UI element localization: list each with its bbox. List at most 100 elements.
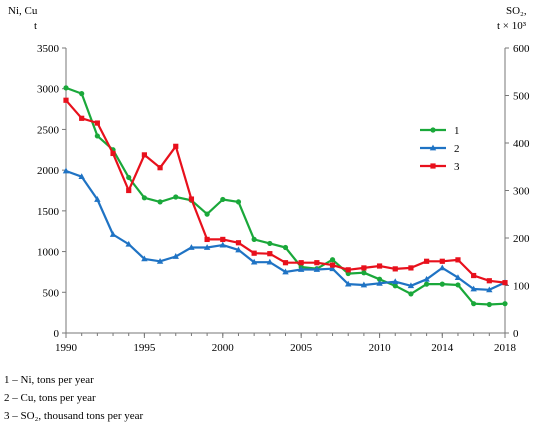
- left-tick-label: 2500: [37, 124, 60, 136]
- series-3-point: [79, 115, 85, 121]
- series-1-point: [376, 276, 383, 282]
- series-1-point: [235, 199, 242, 205]
- series-2-point: [219, 241, 226, 248]
- series-1-point: [439, 281, 445, 287]
- series-3-point: [188, 196, 195, 202]
- series-3-point: [204, 236, 210, 243]
- series-3-point: [251, 250, 257, 256]
- series-2-point: [345, 280, 352, 287]
- note-line-2: 2 – Cu, tons per year: [4, 392, 96, 404]
- series-1-point: [361, 270, 367, 276]
- series-3-point: [471, 272, 477, 279]
- series-3-point: [235, 240, 242, 246]
- series-1-point: [455, 282, 461, 288]
- legend-label-1: 1: [454, 125, 460, 137]
- series-3-point: [220, 236, 226, 243]
- series-1-point: [486, 301, 492, 308]
- x-tick-label: 2018: [494, 342, 517, 354]
- series-3-point: [110, 150, 116, 157]
- series-1-point: [282, 244, 289, 251]
- series-3-point: [376, 263, 383, 269]
- series-2-point: [313, 266, 321, 272]
- left-axis-label-line1: Ni, Cu: [8, 5, 38, 17]
- series-3-point: [439, 258, 445, 264]
- series-2-point: [360, 281, 368, 288]
- series-3-point: [141, 152, 147, 158]
- series-2-point: [188, 244, 195, 250]
- series-3-point: [157, 165, 163, 171]
- right-tick-label: 500: [513, 91, 530, 103]
- legend-marker-3: [430, 163, 436, 169]
- series-2-point: [423, 275, 430, 282]
- series-2-point: [297, 266, 305, 272]
- right-axis-label-line1: SO₂,: [506, 5, 527, 17]
- right-tick-label: 400: [513, 138, 530, 150]
- series-1-point: [204, 211, 210, 217]
- series-2-point: [235, 246, 242, 253]
- right-tick-label: 0: [513, 328, 519, 340]
- series-2-point: [109, 231, 117, 237]
- series-2-point: [392, 278, 399, 285]
- series-2-point: [470, 285, 477, 292]
- note-line-1: 1 – Ni, tons per year: [4, 374, 94, 386]
- x-tick-label: 2005: [290, 342, 313, 354]
- series-2-point: [486, 286, 493, 293]
- legend-label-3: 3: [454, 161, 460, 173]
- series-3-line: [65, 99, 506, 284]
- left-tick-label: 2000: [37, 165, 60, 177]
- series-1-point: [408, 291, 414, 297]
- series-1-point: [220, 196, 226, 203]
- series-1-point: [251, 236, 257, 242]
- right-tick-label: 100: [513, 281, 530, 293]
- series-1-point: [424, 281, 430, 287]
- series-1-point: [173, 194, 179, 200]
- x-tick-label: 2000: [212, 342, 235, 354]
- series-3-point: [361, 265, 367, 271]
- legend-marker-1: [430, 127, 436, 133]
- series-2-point: [141, 255, 148, 262]
- series-3-point: [126, 187, 132, 194]
- series-3-point: [345, 267, 351, 273]
- series-3-point: [173, 143, 179, 149]
- series-2-point: [78, 173, 85, 180]
- series-2-point: [94, 196, 101, 202]
- series-3-point: [329, 262, 336, 268]
- series-3-point: [63, 97, 69, 103]
- series-1-point: [267, 240, 273, 247]
- left-tick-label: 1000: [37, 247, 60, 259]
- series-1-point: [471, 301, 477, 307]
- series-3-point: [455, 257, 461, 263]
- series-1-point: [79, 91, 85, 97]
- series-2-point: [439, 264, 446, 271]
- series-1-point: [329, 257, 336, 263]
- right-tick-label: 600: [513, 43, 530, 55]
- series-1-point: [502, 301, 508, 307]
- left-tick-label: 0: [54, 328, 60, 340]
- left-tick-label: 3500: [37, 43, 60, 55]
- series-2-point: [172, 253, 179, 259]
- series-3-point: [486, 278, 492, 284]
- series-3-point: [282, 260, 289, 266]
- x-tick-label: 1990: [55, 342, 78, 354]
- series-1-point: [63, 85, 69, 91]
- series-1-point: [392, 283, 398, 289]
- series-2-point: [125, 240, 132, 247]
- series-3-point: [267, 251, 273, 257]
- series-1-point: [157, 199, 163, 205]
- series-2-point: [407, 282, 415, 289]
- left-axis-label-line2: t: [34, 20, 37, 32]
- x-tick-label: 2010: [369, 342, 392, 354]
- series-3-point: [502, 280, 508, 286]
- series-2-point: [266, 258, 274, 265]
- legend-marker-2: [429, 144, 437, 151]
- series-2-point: [329, 265, 336, 272]
- series-3-point: [298, 260, 304, 266]
- legend-label-2: 2: [454, 143, 460, 155]
- left-tick-label: 1500: [37, 206, 60, 218]
- series-1-point: [141, 195, 147, 201]
- series-2-point: [62, 167, 70, 174]
- right-tick-label: 300: [513, 186, 530, 198]
- right-tick-label: 200: [513, 233, 530, 245]
- left-tick-label: 500: [43, 287, 60, 299]
- line-chart: Ni, Cu t SO₂, t × 10³ 050010001500200025…: [8, 5, 530, 354]
